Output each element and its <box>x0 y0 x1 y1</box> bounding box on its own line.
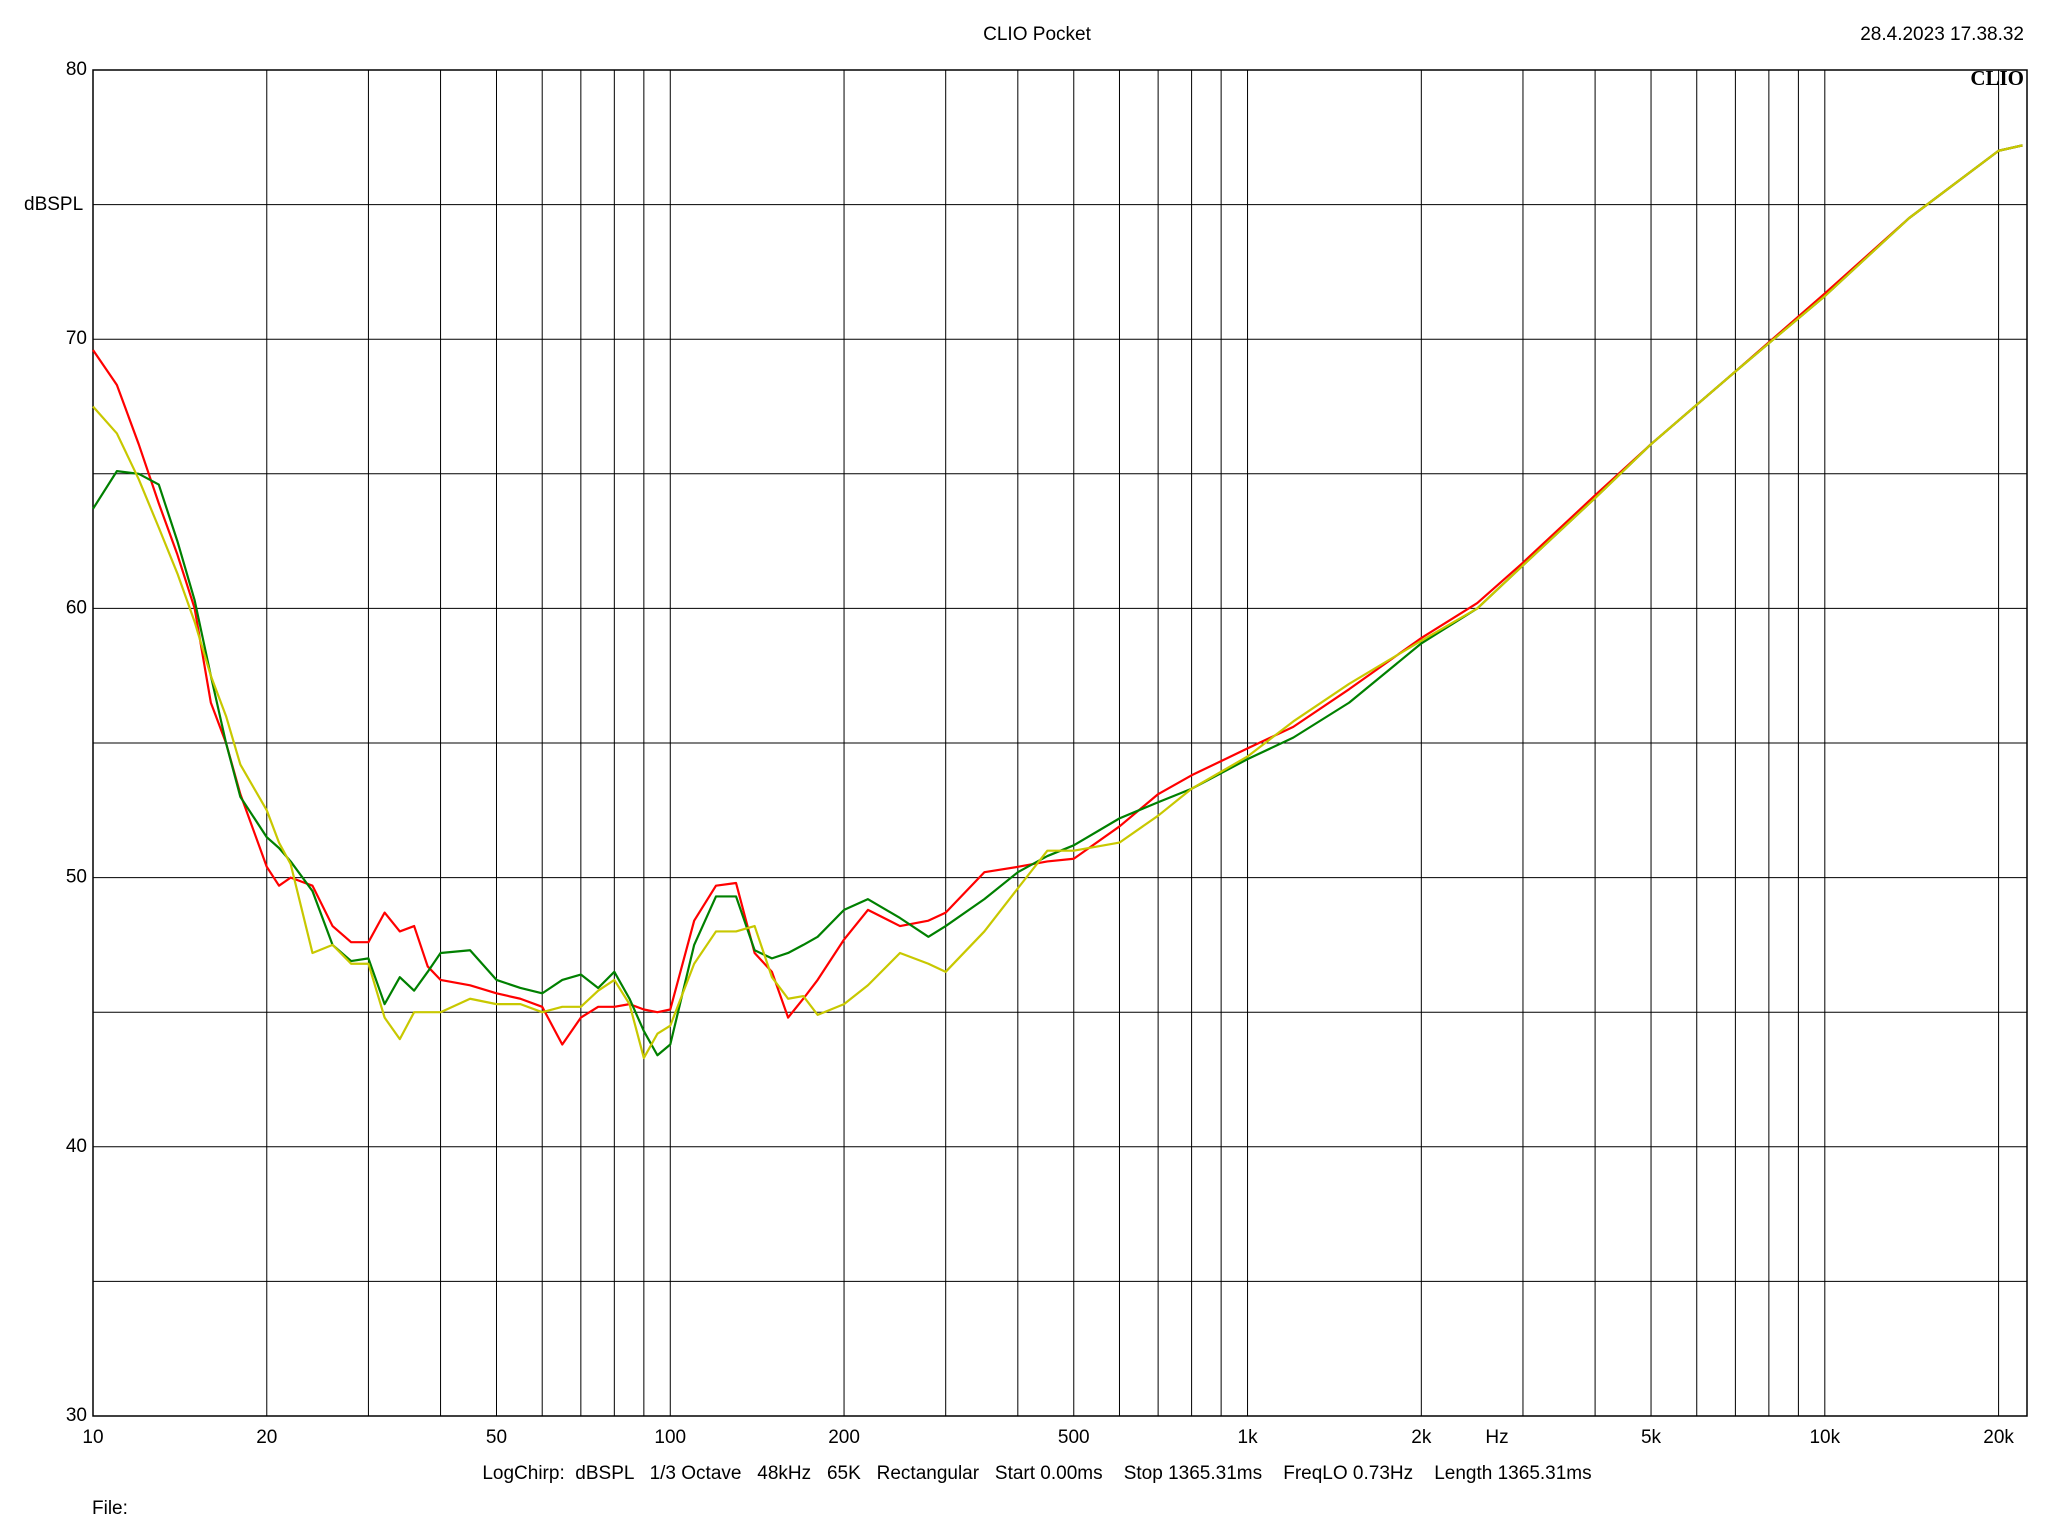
y-tick-label: 60 <box>66 597 87 618</box>
x-axis-label: Hz <box>1485 1427 1508 1448</box>
y-tick-label: 50 <box>66 867 87 888</box>
chart-title: CLIO Pocket <box>983 24 1091 45</box>
x-tick-label: 100 <box>654 1427 686 1448</box>
x-tick-label: 20k <box>1983 1427 2014 1448</box>
logo: CLIO <box>1970 66 2024 90</box>
x-tick-label: 10k <box>1809 1427 1840 1448</box>
series-line <box>92 144 2023 1046</box>
x-tick-label: 5k <box>1641 1427 1662 1448</box>
plot-frame <box>92 69 2028 1417</box>
series-line <box>92 144 2023 1060</box>
y-tick-label: 30 <box>66 1405 87 1426</box>
x-tick-label: 500 <box>1058 1427 1090 1448</box>
y-axis-label: dBSPL <box>24 194 83 215</box>
grid: 30 40 50 60 70 80 10 20 50 100 200 500 1k 2k 5k 10k 20k <box>66 59 2028 1448</box>
footer: LogChirp: dBSPL 1/3 Octave 48kHz 65K Rec… <box>482 1463 1591 1484</box>
y-tick-label: 40 <box>66 1136 87 1157</box>
x-tick-label: 50 <box>486 1427 507 1448</box>
x-tick-label: 1k <box>1238 1427 1259 1448</box>
x-tick-label: 10 <box>82 1427 103 1448</box>
file-label: File: <box>92 1498 128 1519</box>
x-tick-label: 20 <box>256 1427 277 1448</box>
y-tick-label: 70 <box>66 328 87 349</box>
x-tick-label: 200 <box>828 1427 860 1448</box>
plot <box>92 144 2023 1060</box>
x-tick-label: 2k <box>1411 1427 1432 1448</box>
y-tick-label: 80 <box>66 59 87 80</box>
timestamp: 28.4.2023 17.38.32 <box>1860 24 2024 45</box>
